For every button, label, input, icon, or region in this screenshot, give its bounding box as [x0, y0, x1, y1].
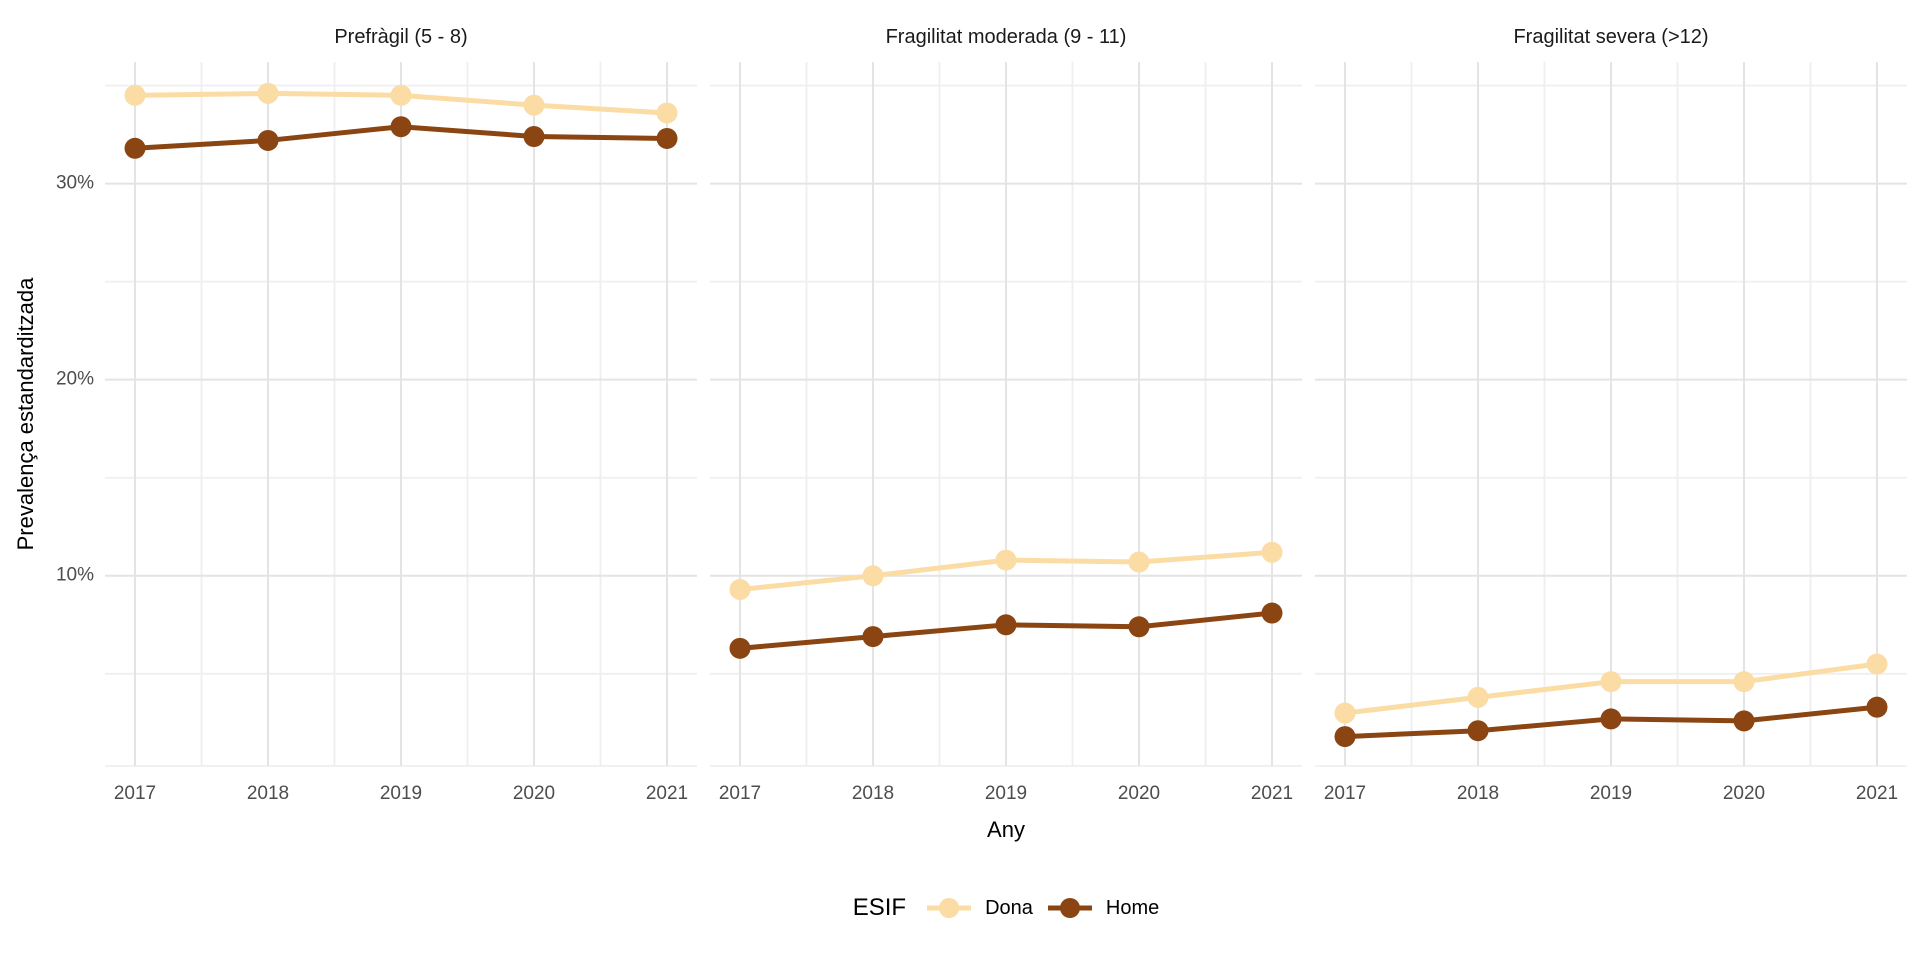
data-point-home: [124, 137, 146, 159]
data-point-dona: [862, 565, 884, 587]
data-point-dona: [1334, 702, 1356, 724]
x-tick-label: 2020: [1723, 783, 1765, 804]
data-point-home: [1866, 696, 1888, 718]
data-point-dona: [729, 579, 751, 601]
data-point-dona: [1866, 653, 1888, 675]
data-point-home: [1467, 720, 1489, 742]
x-tick-label: 2018: [852, 783, 894, 804]
x-tick-label: 2019: [1590, 783, 1632, 804]
legend-item-home: Home: [1047, 896, 1159, 920]
x-tick-label: 2018: [247, 783, 289, 804]
y-tick-label: 20%: [55, 368, 94, 390]
data-point-home: [656, 127, 678, 149]
x-tick-label: 2020: [513, 783, 555, 804]
data-point-dona: [523, 94, 545, 116]
data-point-home: [1261, 602, 1283, 624]
data-point-dona: [995, 549, 1017, 571]
data-point-home: [1733, 710, 1755, 732]
x-tick-label: 2020: [1118, 783, 1160, 804]
data-point-home: [1128, 616, 1150, 638]
y-axis-title: Prevalença estandarditzada: [13, 277, 38, 551]
y-tick-label: 30%: [55, 172, 94, 194]
facet-title: Fragilitat severa (>12): [1513, 26, 1708, 48]
data-point-dona: [124, 84, 146, 106]
data-point-home: [1600, 708, 1622, 730]
data-point-dona: [1128, 551, 1150, 573]
data-point-dona: [1600, 671, 1622, 693]
x-tick-label: 2021: [646, 783, 688, 804]
data-point-home: [862, 626, 884, 648]
facet-title: Fragilitat moderada (9 - 11): [886, 26, 1127, 48]
data-point-home: [729, 637, 751, 659]
legend-key-line-point-icon: [927, 898, 972, 918]
facet-title: Prefràgil (5 - 8): [334, 26, 467, 48]
data-point-dona: [656, 102, 678, 124]
legend-key-line-point-icon: [1047, 898, 1092, 918]
data-point-dona: [390, 84, 412, 106]
y-tick-label: 10%: [55, 564, 94, 586]
legend-item-label: Home: [1105, 896, 1160, 919]
x-tick-label: 2017: [114, 783, 156, 804]
legend-item-dona: Dona: [926, 896, 1033, 920]
data-point-dona: [1733, 671, 1755, 693]
data-point-home: [1334, 726, 1356, 748]
data-point-dona: [257, 82, 279, 104]
x-tick-label: 2017: [719, 783, 761, 804]
x-tick-label: 2019: [380, 783, 422, 804]
legend-title: ESIF: [852, 894, 907, 921]
x-tick-label: 2021: [1251, 783, 1293, 804]
legend: ESIF Dona Home: [105, 886, 1907, 930]
data-point-home: [390, 116, 412, 138]
data-point-home: [523, 126, 545, 148]
data-point-home: [995, 614, 1017, 636]
x-tick-label: 2018: [1457, 783, 1499, 804]
data-point-home: [257, 129, 279, 151]
x-tick-label: 2017: [1324, 783, 1366, 804]
x-tick-label: 2021: [1856, 783, 1898, 804]
x-axis-title: Any: [987, 817, 1025, 842]
legend-item-label: Dona: [985, 896, 1033, 919]
y-axis-tick-labels: 30% 20% 10%: [0, 0, 96, 960]
data-point-dona: [1261, 541, 1283, 563]
data-point-dona: [1467, 686, 1489, 708]
x-tick-label: 2019: [985, 783, 1027, 804]
